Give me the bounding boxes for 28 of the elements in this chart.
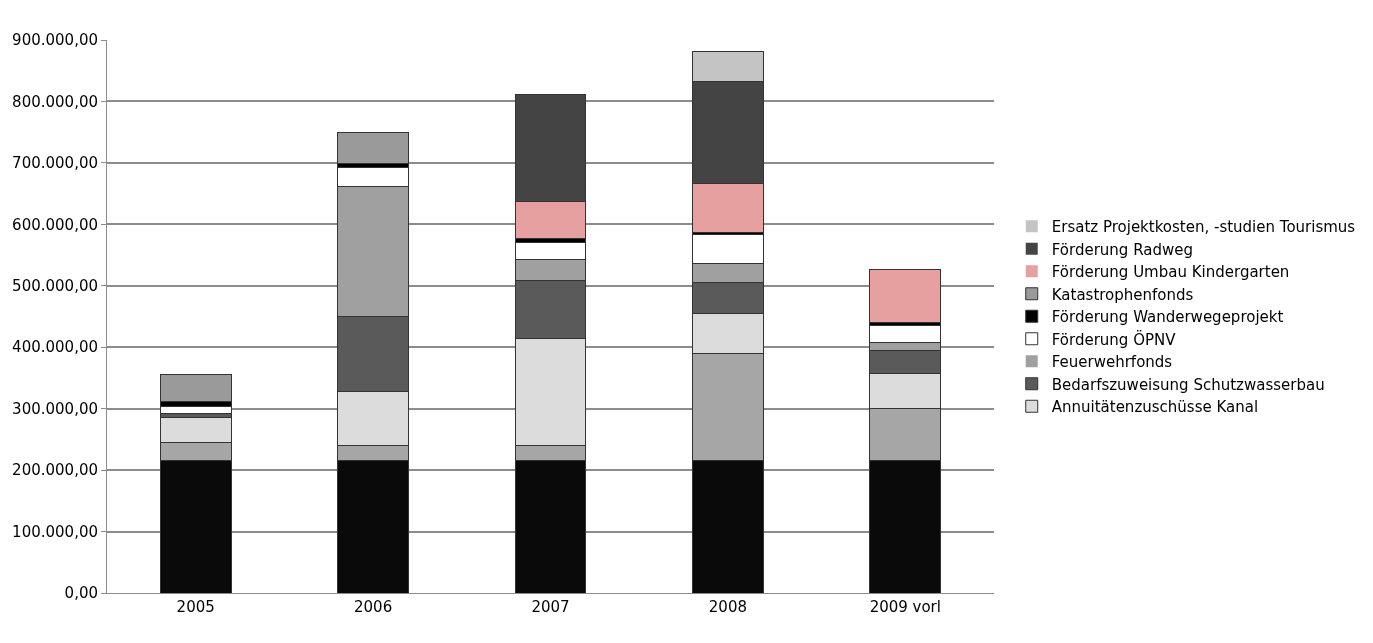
y-tick-label: 200.000,00	[12, 461, 98, 480]
x-tick-label: 2007	[531, 598, 570, 616]
legend-label: Förderung Umbau Kindergarten	[1051, 263, 1290, 282]
bar	[337, 132, 410, 164]
legend-label: Bedarfszuweisung Schutzwasserbau	[1051, 375, 1325, 394]
y-tick-label: 700.000,00	[12, 154, 98, 173]
y-tick-label: 800.000,00	[12, 92, 98, 111]
y-tick-label: 500.000,00	[12, 277, 98, 296]
y-tick-label: 600.000,00	[12, 215, 98, 234]
legend-label: Förderung Radweg	[1051, 240, 1193, 259]
legend-label: Förderung Wanderwegeprojekt	[1051, 308, 1284, 327]
legend-label: Feuerwehrfonds	[1051, 353, 1173, 372]
x-tick-label: 2006	[354, 598, 393, 616]
legend-label: Ersatz Projektkosten, -studien Tourismus	[1051, 218, 1356, 237]
legend-label: Förderung ÖPNV	[1051, 329, 1177, 349]
x-tick-label: 2005	[176, 598, 215, 616]
x-tick-label: 2008	[708, 598, 747, 616]
bar	[159, 406, 232, 415]
x-tick-label: 2009 vorl	[869, 598, 941, 616]
y-tick-label: 100.000,00	[12, 522, 98, 541]
legend-label: Katastrophenfonds	[1051, 285, 1194, 304]
bar	[869, 269, 942, 324]
legend-label: Annuitätenzuschüsse Kanal	[1051, 398, 1259, 417]
y-tick-label: 300.000,00	[12, 399, 98, 418]
y-tick-label: 0,00	[64, 584, 98, 603]
y-tick-label: 900.000,00	[12, 31, 98, 50]
y-tick-label: 400.000,00	[12, 338, 98, 357]
bar	[159, 373, 232, 403]
